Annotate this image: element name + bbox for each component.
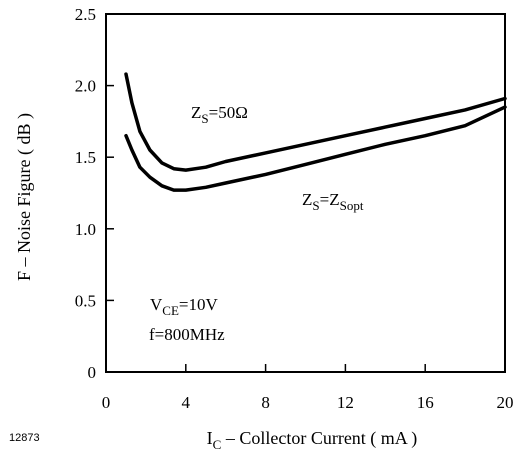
x-axis-title: IC – Collector Current ( mA ) (207, 428, 418, 452)
y-axis-title: F – Noise Figure ( dB ) (14, 113, 35, 281)
series-line-0 (124, 72, 507, 172)
y-tick-label: 2.0 (75, 77, 96, 96)
y-tick-label: 2.5 (75, 5, 96, 24)
x-tick-label: 16 (417, 393, 434, 412)
y-tick-label: 0 (88, 363, 97, 382)
y-tick-label: 1.5 (75, 148, 96, 167)
x-tick-label: 20 (497, 393, 514, 412)
y-tick-label: 1.0 (75, 220, 96, 239)
x-tick-label: 8 (261, 393, 270, 412)
series-line-1 (124, 105, 507, 192)
series-label-zs-zsopt: ZS=ZSopt (302, 190, 364, 213)
series-layer (124, 72, 507, 192)
series-label-zs-50-ohm: ZS=50Ω (191, 103, 248, 126)
x-tick-label: 4 (182, 393, 191, 412)
plot-frame (105, 13, 506, 373)
condition-frequency: f=800MHz (149, 325, 225, 344)
figure-id: 12873 (9, 432, 40, 444)
x-tick-label: 12 (337, 393, 354, 412)
x-axis: 0 4 8 12 16 20 (102, 364, 514, 412)
y-tick-label: 0.5 (75, 291, 96, 310)
condition-vce: VCE=10V (150, 295, 218, 318)
y-axis: 0 0.5 1.0 1.5 2.0 2.5 (75, 5, 114, 382)
x-tick-label: 0 (102, 393, 111, 412)
